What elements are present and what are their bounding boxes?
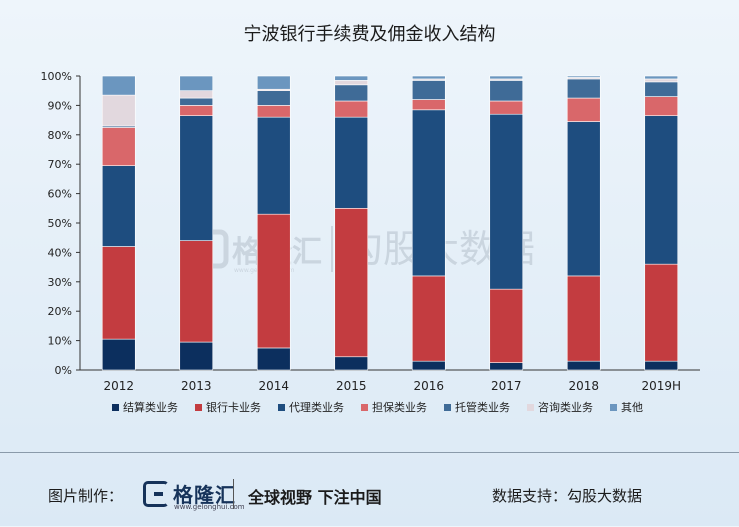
bar-segment [566,78,601,99]
bar-segment [334,84,369,102]
footer-slogan: 全球视野 下注中国 [248,488,382,507]
bar-segment [179,240,214,343]
bar-segment [566,121,601,277]
legend: 结算类业务 银行卡业务 代理类业务 担保类业务 托管类业务 咨询类业务 其他 [112,400,643,414]
bar-segment [411,80,446,100]
bar-segment [179,115,214,241]
legend-swatch [361,404,368,411]
legend-swatch [527,404,534,411]
footer-url: www.gelonghui.com [174,503,245,511]
bar-segment [334,208,369,358]
bar-segment [101,165,136,247]
bar-segment [256,105,291,118]
bar-segment [334,100,369,118]
y-tick-label: 50% [48,217,72,230]
footer-support-label: 数据支持：勾股大数据 [492,487,643,505]
bar-segment [256,347,291,371]
chart-title: 宁波银行手续费及佣金收入结构 [243,24,496,45]
bar-segment [566,75,601,78]
x-tick-label: 2014 [258,379,289,393]
y-tick-label: 0% [55,364,72,377]
legend-label: 其他 [621,401,643,414]
bar-segment [411,360,446,371]
y-tick-label: 30% [48,276,72,289]
bar-segment [489,80,524,102]
bar-segment [334,80,369,86]
bar-segment [256,213,291,349]
bar-segment [644,96,679,116]
footer: 图片制作： 格隆汇 www.gelonghui.com 全球视野 下注中国 数据… [0,452,739,527]
bar-segment [179,97,214,106]
bar-segment [644,115,679,265]
bars [101,75,679,371]
y-tick-label: 40% [48,246,72,259]
legend-label: 结算类业务 [123,400,178,414]
bar-segment [334,116,369,209]
gelonghui-logo-icon [143,481,169,507]
bar-segment [101,75,136,96]
bar-segment [489,362,524,371]
bar-segment [411,75,446,80]
x-tick-label: 2013 [181,379,212,393]
bar-segment [101,338,136,371]
y-tick-label: 90% [48,99,72,112]
bar-segment [566,97,601,122]
bar-segment [411,99,446,111]
bar-segment [489,75,524,80]
bar-segment [101,94,136,127]
bar-segment [179,75,214,91]
legend-label: 托管类业务 [455,400,510,414]
bar-segment [566,360,601,371]
legend-swatch [112,404,119,411]
bar-segment [256,75,291,90]
bar-segment [101,127,136,166]
bar-segment [489,113,524,290]
y-tick-label: 80% [48,129,72,142]
x-tick-label: 2015 [336,379,367,393]
y-tick-label: 100% [41,70,72,83]
x-tick-label: 2018 [568,379,599,393]
legend-swatch [278,404,285,411]
legend-swatch [195,404,202,411]
x-tick-label: 2016 [413,379,444,393]
y-tick-label: 60% [48,188,72,201]
bar-segment [644,263,679,362]
legend-swatch [610,404,617,411]
y-tick-label: 20% [48,305,72,318]
footer-divider [233,479,234,509]
bar-segment [411,275,446,362]
legend-label: 代理类业务 [289,400,344,414]
bar-segment [256,90,291,106]
bar-segment [644,81,679,97]
bar-segment [489,100,524,115]
bar-segment [644,75,679,80]
bar-segment [179,90,214,99]
footer-credit-label: 图片制作： [48,487,124,505]
bar-segment [101,246,136,340]
bar-segment [334,356,369,371]
bar-segment [256,116,291,215]
bar-segment [179,341,214,371]
bar-segment [411,109,446,277]
x-tick-label: 2019H [641,379,681,393]
watermark-divider [331,226,333,272]
footer-brand: 格隆汇 [173,483,236,507]
y-tick-label: 70% [48,158,72,171]
bar-segment [334,75,369,81]
axes: 0% 10% 20% 30% 40% 50% 60% 70% 80% 90% 100% 2012 201… [41,70,700,393]
legend-label: 担保类业务 [372,400,427,414]
bar-segment [644,78,679,83]
x-tick-label: 2017 [491,379,522,393]
x-tick-label: 2012 [103,379,134,393]
legend-label: 咨询类业务 [538,400,593,414]
bar-segment [644,360,679,371]
bar-segment [566,275,601,362]
bar-segment [489,288,524,363]
stacked-bar-chart: 格隆汇 www.gelonghui.com 勾股大数据 0%10%20%30%4… [41,70,700,414]
y-tick-label: 10% [48,335,72,348]
legend-label: 银行卡业务 [206,400,261,414]
bar-segment [179,105,214,116]
legend-swatch [444,404,451,411]
